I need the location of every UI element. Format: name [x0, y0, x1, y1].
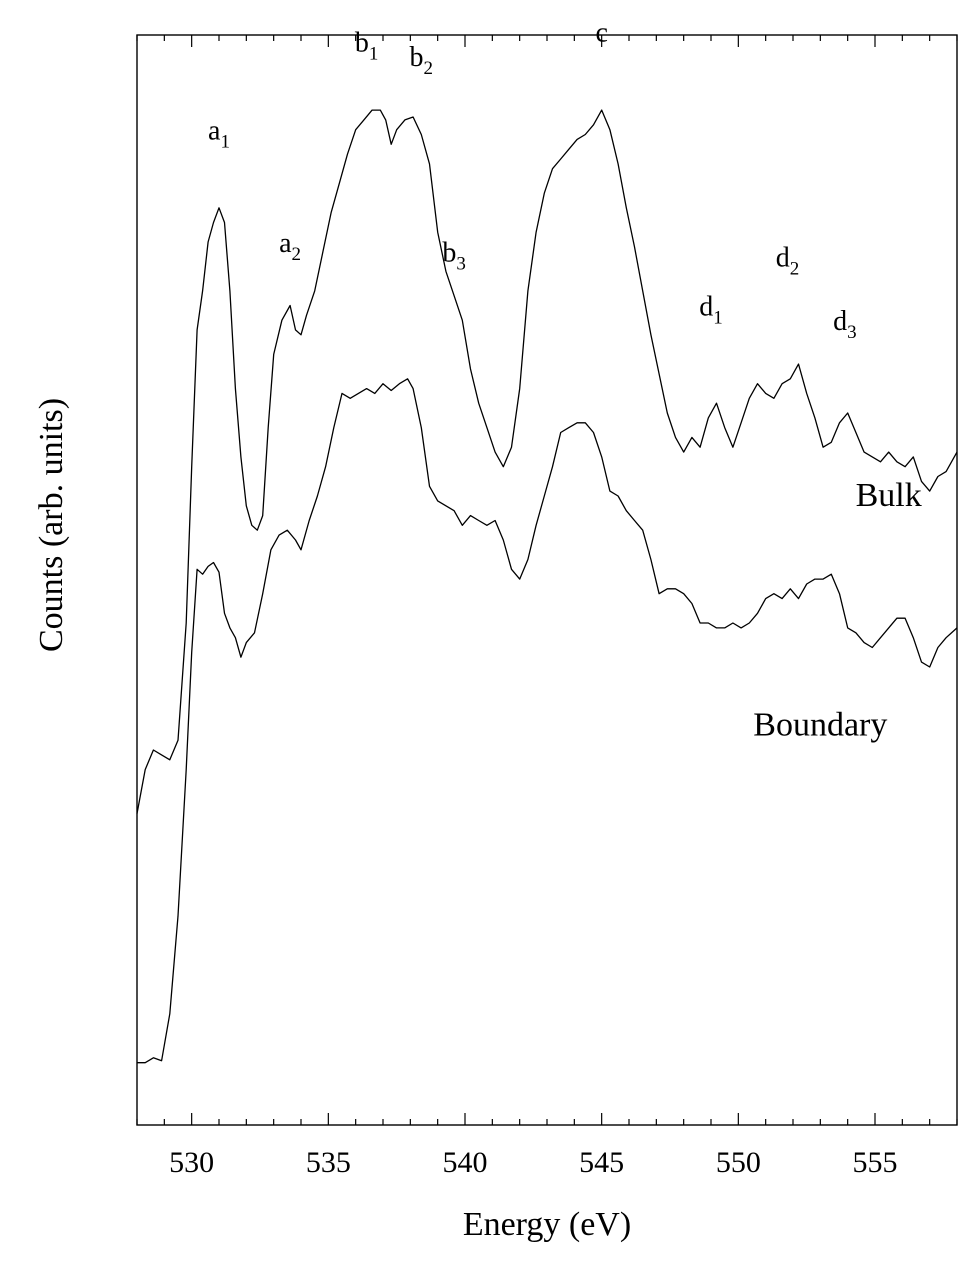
- series-label-boundary: Boundary: [753, 706, 887, 743]
- series-label-bulk: Bulk: [856, 477, 922, 514]
- series-labels: Bulk Boundary: [753, 477, 921, 744]
- series-line-boundary: [137, 378, 958, 1064]
- series-line-bulk: [136, 109, 958, 814]
- x-tick-label: 530: [169, 1146, 214, 1179]
- peak-label-d1: d1: [699, 291, 723, 328]
- peak-label-d3: d3: [833, 306, 857, 343]
- x-axis-ticks: 530 535 540 545 550 555: [136, 35, 958, 1179]
- peak-label-b2: b2: [410, 42, 434, 79]
- peak-label-b3: b3: [442, 238, 466, 275]
- y-axis-label: Counts (arb. units): [33, 398, 70, 652]
- peak-label-a2: a2: [279, 228, 301, 265]
- peak-label-c: c: [595, 18, 607, 49]
- x-tick-label: 540: [443, 1146, 488, 1179]
- x-tick-label: 545: [579, 1146, 624, 1179]
- peak-label-b1: b1: [355, 27, 379, 64]
- x-axis-label: Energy (eV): [463, 1206, 631, 1243]
- peak-label-a1: a1: [208, 115, 230, 152]
- x-tick-label: 550: [716, 1146, 761, 1179]
- peak-label-d2: d2: [776, 242, 800, 279]
- x-tick-label: 555: [853, 1146, 898, 1179]
- peak-annotations: a1 a2 b1 b2 b3 c d1 d2 d3: [208, 18, 857, 343]
- series-layer: [136, 109, 958, 1064]
- x-tick-label: 535: [306, 1146, 351, 1179]
